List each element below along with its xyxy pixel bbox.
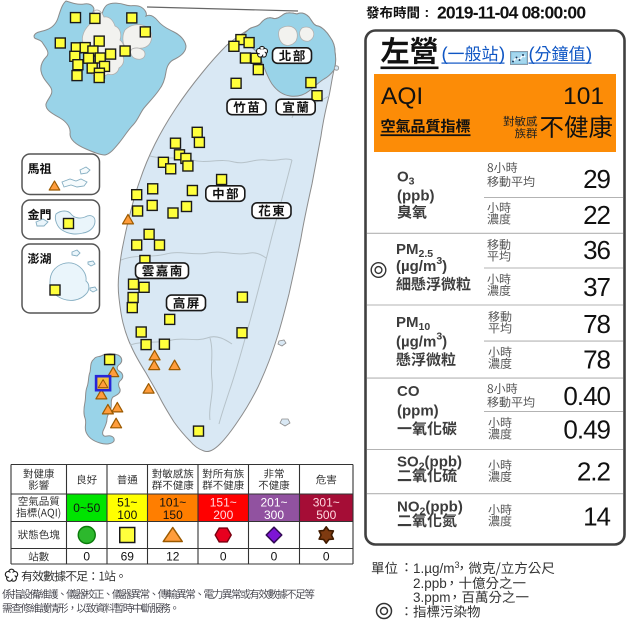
svg-text:): ) [586,43,592,64]
svg-text:29: 29 [583,164,610,194]
svg-text:0~50: 0~50 [73,501,100,515]
svg-text:0: 0 [220,550,227,564]
svg-text:201~: 201~ [260,496,287,510]
svg-text:AQI: AQI [381,83,423,110]
svg-text:200: 200 [213,508,233,522]
svg-text:78: 78 [583,309,610,339]
svg-text:51~: 51~ [117,496,137,510]
svg-text:0.40: 0.40 [563,381,610,411]
svg-text:78: 78 [583,345,610,375]
svg-text:101~: 101~ [159,496,186,510]
svg-text:2019-11-04 08:00:00: 2019-11-04 08:00:00 [437,3,586,23]
svg-text:2.2: 2.2 [577,457,611,487]
svg-text:2.ppb: 2.ppb [413,576,447,591]
svg-text:(: ( [529,43,536,64]
svg-text:0: 0 [323,550,330,564]
svg-text:0: 0 [271,550,278,564]
svg-text:3.ppm: 3.ppm [413,590,451,605]
svg-text:CO(ppm): CO (ppm) [397,383,439,420]
svg-text:500: 500 [316,508,336,522]
svg-text::: : [425,4,430,20]
svg-text:1.µg/m3: 1.µg/m3 [413,560,460,576]
svg-text:NO2(ppb): NO2(ppb) [397,499,463,518]
svg-text:12: 12 [166,550,180,564]
svg-text:22: 22 [583,200,610,230]
svg-text:37: 37 [583,272,610,302]
svg-text:301~: 301~ [313,496,340,510]
svg-text:36: 36 [583,235,610,265]
svg-text:100: 100 [117,508,137,522]
svg-text:14: 14 [583,502,610,532]
svg-text:150: 150 [163,508,183,522]
svg-text:): ) [499,43,505,64]
svg-text:300: 300 [264,508,284,522]
svg-text:151~: 151~ [210,496,237,510]
svg-text:SO2(ppb): SO2(ppb) [397,454,462,473]
svg-text:0.49: 0.49 [563,415,610,445]
svg-text:69: 69 [121,550,135,564]
svg-text:0: 0 [83,550,90,564]
svg-text:101: 101 [563,83,604,110]
svg-text:(: ( [442,43,449,64]
